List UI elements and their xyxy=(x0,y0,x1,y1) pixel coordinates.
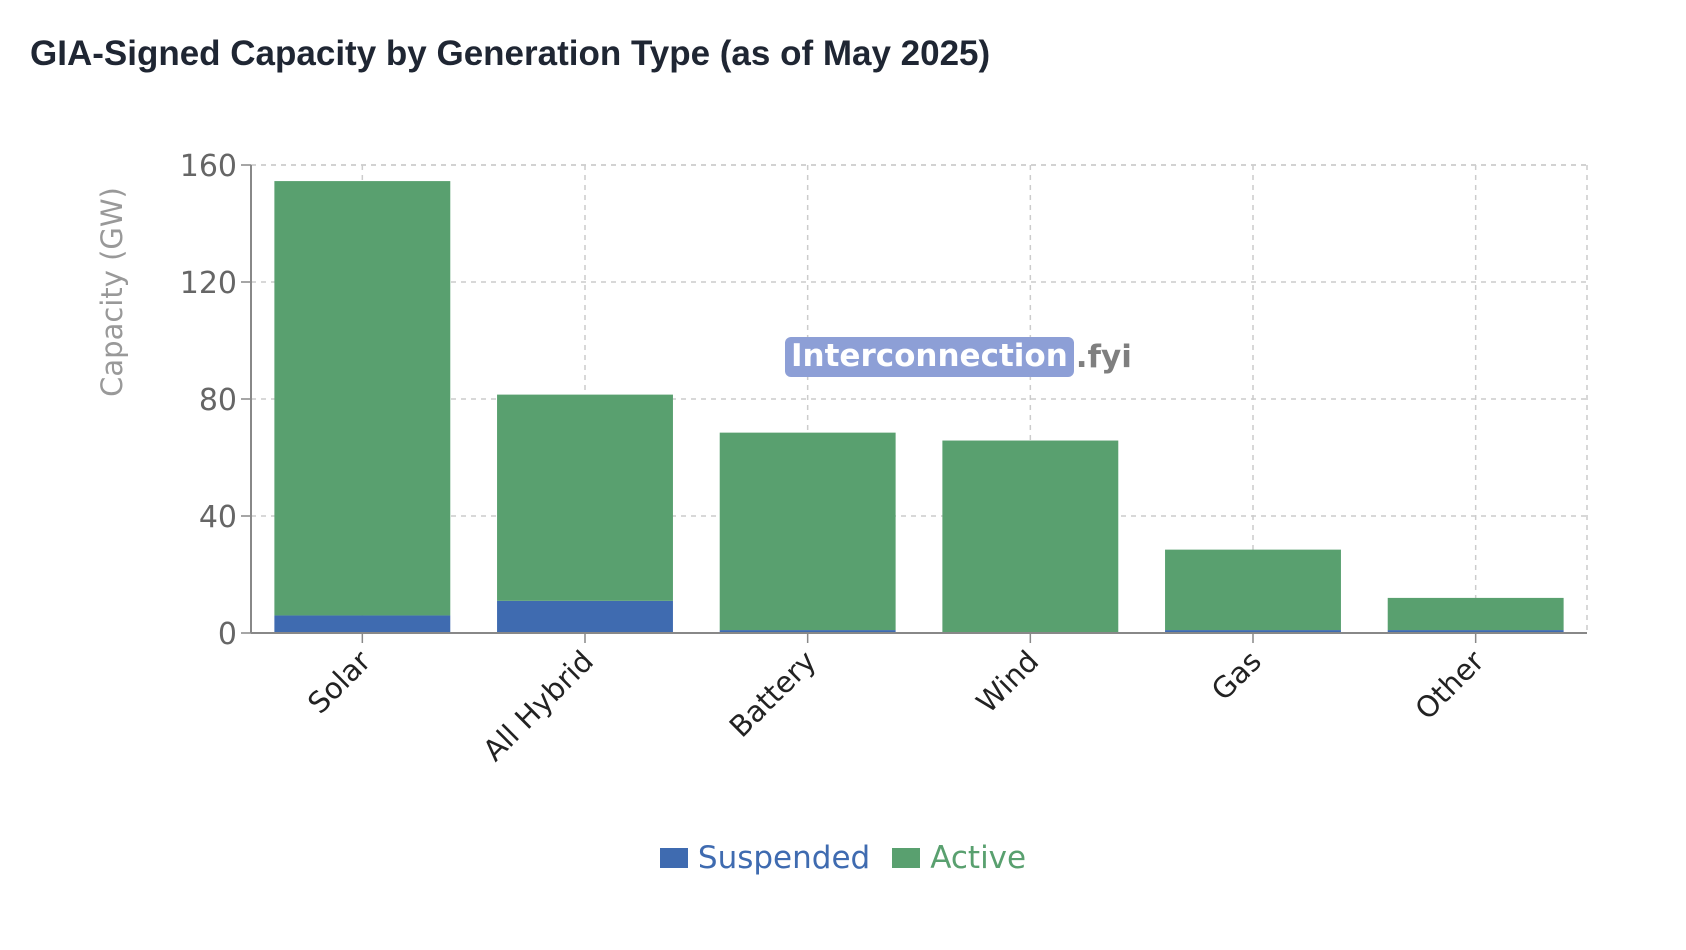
y-tick-label: 0 xyxy=(218,617,237,652)
bar-active-all-hybrid xyxy=(497,394,673,601)
bar-active-gas xyxy=(1165,549,1341,631)
bar-active-battery xyxy=(719,432,896,631)
y-tick-label: 160 xyxy=(180,149,237,184)
legend: Suspended Active xyxy=(0,840,1686,876)
bar-active-wind xyxy=(942,440,1119,633)
x-tick-label: All Hybrid xyxy=(476,644,600,768)
bar-suspended-battery xyxy=(719,630,896,633)
watermark-suffix: .fyi xyxy=(1075,339,1132,375)
watermark-highlight: Interconnection xyxy=(785,337,1074,377)
bars xyxy=(274,181,1564,633)
x-tick-label: Other xyxy=(1408,644,1490,726)
x-tick-label: Solar xyxy=(301,644,377,720)
x-tick-label: Battery xyxy=(723,644,823,744)
bar-suspended-other xyxy=(1387,630,1564,633)
y-tick-label: 40 xyxy=(199,500,237,535)
legend-swatch xyxy=(659,848,688,868)
bar-active-solar xyxy=(274,181,451,616)
y-axis-title: Capacity (GW) xyxy=(95,187,129,397)
bar-suspended-gas xyxy=(1165,630,1341,633)
chart-title: GIA-Signed Capacity by Generation Type (… xyxy=(30,34,991,73)
x-tick-label: Gas xyxy=(1205,644,1268,707)
bar-suspended-all-hybrid xyxy=(497,600,673,633)
legend-label: Suspended xyxy=(697,840,871,876)
bar-suspended-solar xyxy=(274,615,451,633)
legend-label: Active xyxy=(930,840,1027,876)
grid xyxy=(251,164,1588,633)
y-tick-label: 120 xyxy=(180,266,237,301)
legend-swatch xyxy=(892,848,921,868)
legend-item-active[interactable]: Active xyxy=(892,840,1026,876)
watermark-logo: Interconnection .fyi xyxy=(785,337,1132,377)
bar-active-other xyxy=(1387,597,1564,631)
x-tick-label: Wind xyxy=(970,644,1046,720)
y-tick-label: 80 xyxy=(199,383,237,418)
legend-item-suspended[interactable]: Suspended xyxy=(659,840,871,876)
